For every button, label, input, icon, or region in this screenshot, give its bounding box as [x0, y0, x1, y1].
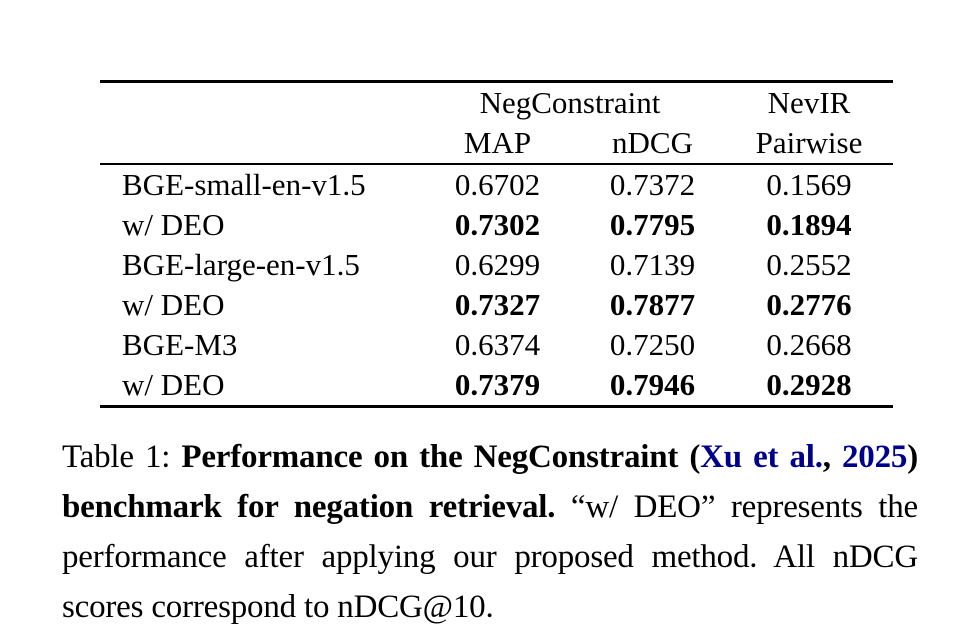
empty-header-cell — [100, 82, 415, 124]
ndcg-value: 0.7250 — [609, 327, 696, 362]
table-row: BGE-small-en-v1.5 0.6702 0.7372 0.1569 — [100, 164, 893, 205]
pairwise-value: 0.1569 — [766, 167, 852, 202]
ndcg-value: 0.7877 — [609, 287, 696, 322]
ndcg-value: 0.7139 — [609, 247, 696, 282]
citation-link-year[interactable]: 2025 — [841, 439, 908, 475]
map-value: 0.6374 — [454, 327, 541, 362]
pairwise-value: 0.2552 — [766, 247, 852, 282]
ndcg-value: 0.7946 — [609, 367, 696, 402]
model-name: BGE-small-en-v1.5 — [122, 167, 366, 202]
caption-label: Table 1: — [62, 439, 182, 475]
column-header-pairwise: Pairwise — [725, 123, 893, 165]
ndcg-value: 0.7372 — [609, 167, 696, 202]
caption-title-part1: Performance on the NegConstraint ( — [181, 439, 701, 475]
map-value: 0.6702 — [454, 167, 541, 202]
model-name: BGE-large-en-v1.5 — [122, 247, 360, 282]
map-value: 0.7327 — [454, 287, 541, 322]
pairwise-value: 0.2776 — [766, 287, 852, 322]
ndcg-value: 0.7795 — [609, 207, 696, 242]
column-group-nevir: NevIR — [767, 85, 851, 120]
citation-link-author[interactable]: Xu et al. — [700, 439, 823, 475]
empty-header-cell — [100, 123, 415, 165]
results-table: NegConstraint NevIR MAP nDCG Pairwise BG… — [100, 80, 893, 408]
table-row: w/ DEO 0.7379 0.7946 0.2928 — [100, 365, 893, 407]
caption-body-text: “w/ DEO” represents the performance afte… — [62, 489, 918, 625]
table-caption: Table 1: Performance on the NegConstrain… — [62, 432, 918, 632]
map-value: 0.7379 — [454, 367, 541, 402]
map-value: 0.7302 — [454, 207, 541, 242]
model-name: w/ DEO — [122, 207, 225, 242]
sub-header-row: MAP nDCG Pairwise — [100, 123, 893, 165]
column-group-negconstraint: NegConstraint — [479, 85, 661, 120]
pairwise-value: 0.2668 — [766, 327, 852, 362]
table-row: BGE-M3 0.6374 0.7250 0.2668 — [100, 325, 893, 365]
model-name: w/ DEO — [122, 367, 225, 402]
pairwise-value: 0.2928 — [766, 367, 852, 402]
model-name: w/ DEO — [122, 287, 225, 322]
model-name: BGE-M3 — [122, 327, 238, 362]
table-row: w/ DEO 0.7327 0.7877 0.2776 — [100, 285, 893, 325]
citation-separator: , — [822, 439, 842, 475]
column-header-map: MAP — [415, 123, 580, 165]
table-row: w/ DEO 0.7302 0.7795 0.1894 — [100, 205, 893, 245]
pairwise-value: 0.1894 — [766, 207, 852, 242]
group-header-row: NegConstraint NevIR — [100, 82, 893, 124]
map-value: 0.6299 — [454, 247, 541, 282]
table-row: BGE-large-en-v1.5 0.6299 0.7139 0.2552 — [100, 245, 893, 285]
column-header-ndcg: nDCG — [580, 123, 725, 165]
caption-title-part2: ) benchmark for negation retrieval. — [62, 439, 918, 525]
